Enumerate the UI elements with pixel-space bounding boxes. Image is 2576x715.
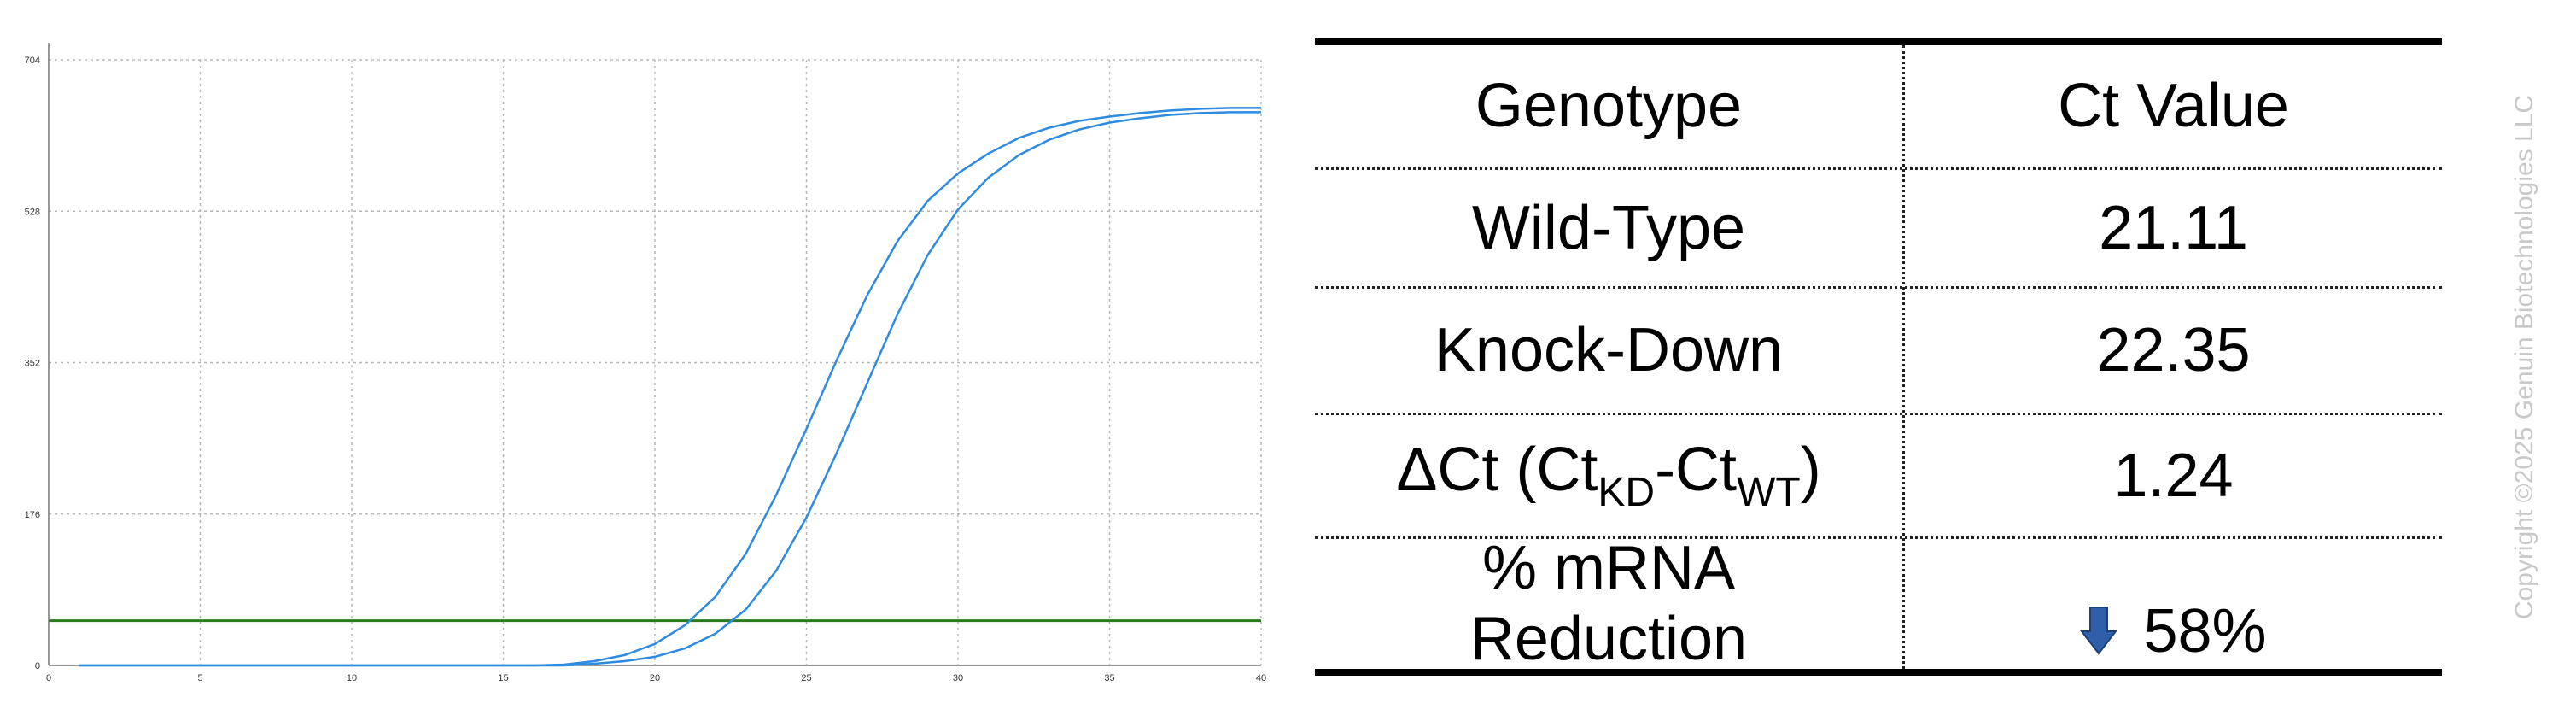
chart-svg: 0 5 10 15 20 25 30 35 40 0 176 352 528 704 [25,43,1266,683]
delta-sub-wt: WT [1737,470,1801,516]
header-genotype: Genotype [1475,72,1743,141]
y-tick-label: 0 [35,661,40,671]
table-row-wild-type: Wild-Type 21.11 [1315,170,2442,289]
table-row-delta-ct: ΔCt (CtKD-CtWT) 1.24 [1315,415,2442,539]
down-arrow-icon [2080,607,2118,655]
header-ct-value: Ct Value [2058,72,2289,141]
reduction-label: % mRNA Reduction [1315,534,1902,673]
x-tick-label: 0 [46,673,51,683]
y-tick-label: 528 [25,207,40,217]
amplification-curve-1 [79,107,1261,667]
qpcr-amplification-chart: 0 5 10 15 20 25 30 35 40 0 176 352 528 704 [25,43,1266,683]
row-value: 22.35 [2096,316,2251,385]
delta-suffix: ) [1800,436,1821,505]
x-tick-label: 20 [650,673,660,683]
x-tick-label: 15 [498,673,508,683]
y-tick-label: 704 [25,56,40,66]
y-tick-label: 176 [25,510,40,520]
x-tick-label: 10 [347,673,357,683]
ct-value-table: Genotype Ct Value Wild-Type 21.11 Knock-… [1315,38,2442,676]
table-top-rule [1315,38,2442,45]
delta-prefix: ΔCt (Ct [1396,436,1598,505]
x-tick-label: 30 [953,673,963,683]
delta-ct-value: 1.24 [2113,441,2234,510]
reduction-label-line2: Reduction [1469,605,1748,673]
x-tick-label: 5 [197,673,202,683]
table-row-mrna-reduction: % mRNA Reduction 58% [1315,534,2442,673]
reduction-label-line1: % mRNA [1481,534,1735,603]
table-bottom-rule [1315,669,2442,676]
reduction-value-cell: 58% [1905,539,2442,669]
delta-ct-label: ΔCt (CtKD-CtWT) [1315,415,1902,536]
reduction-value: 58% [2143,597,2267,666]
delta-sub-kd: KD [1598,470,1656,516]
x-tick-label: 35 [1104,673,1114,683]
delta-mid: -Ct [1655,436,1738,505]
table-row-knock-down: Knock-Down 22.35 [1315,289,2442,415]
row-label: Knock-Down [1434,316,1784,385]
x-tick-label: 25 [801,673,811,683]
row-label: Wild-Type [1471,193,1746,262]
table-header-row: Genotype Ct Value [1315,45,2442,170]
table-column-divider [1902,45,1905,669]
copyright-watermark: Copyright ©2025 Genuin Biotechnologies L… [2510,94,2538,620]
y-tick-label: 352 [25,359,40,369]
amplification-curve-2 [79,111,1261,667]
x-tick-label: 40 [1256,673,1266,683]
row-value: 21.11 [2099,193,2248,262]
